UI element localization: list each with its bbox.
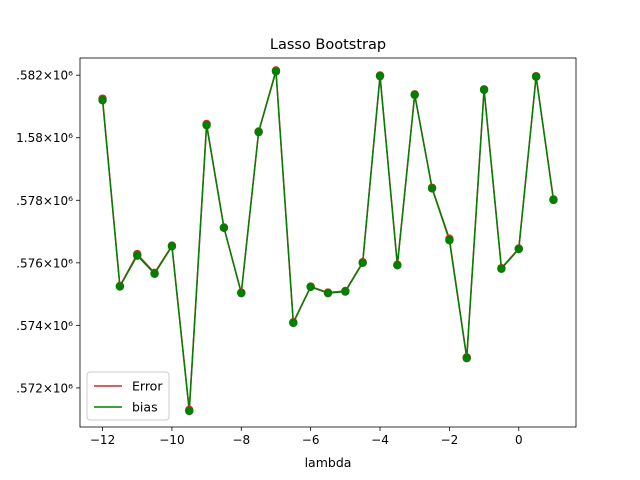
legend: Error bias — [86, 371, 170, 421]
data-point-bias — [289, 318, 298, 328]
data-point-bias — [271, 67, 281, 76]
chart-title: Lasso Bootstrap — [270, 37, 386, 53]
y-tick-label: .576×10⁶ — [16, 256, 73, 270]
x-tick-label: −6 — [302, 433, 320, 447]
x-tick-label: 0 — [515, 433, 523, 447]
legend-label-error: Error — [132, 379, 163, 394]
data-point-bias — [531, 72, 541, 81]
axes-frame — [79, 57, 577, 428]
data-point-bias — [219, 223, 229, 232]
plot-area — [98, 66, 558, 416]
data-point-bias — [497, 264, 506, 273]
data-point-bias — [254, 127, 263, 137]
data-point-bias — [462, 354, 471, 363]
data-point-bias — [479, 85, 489, 95]
y-tick-label: .572×10⁶ — [16, 381, 73, 395]
x-tick-label: −10 — [159, 433, 184, 447]
y-tick-label: .574×10⁶ — [16, 319, 73, 333]
data-point-bias — [133, 251, 142, 260]
data-point-bias — [237, 288, 246, 298]
x-tick-label: −8 — [232, 433, 250, 447]
y-tick-label: 1.58×10⁶ — [16, 131, 73, 145]
data-point-bias — [341, 287, 350, 296]
x-axis-label: lambda — [305, 455, 352, 470]
data-point-bias — [375, 71, 385, 81]
data-point-bias — [358, 258, 367, 268]
data-point-bias — [393, 261, 402, 270]
data-point-bias — [549, 195, 558, 205]
data-point-bias — [167, 242, 177, 251]
x-tick-label: −4 — [371, 433, 389, 447]
y-tick-label: .582×10⁶ — [16, 69, 73, 83]
data-point-bias — [98, 96, 107, 105]
data-point-bias — [410, 90, 419, 100]
axes: −12 −10 −8 −6 −4 −2 0 .572×10⁶ .574×10⁶ .576×10⁶.… — [16, 57, 577, 447]
x-tick-label: −2 — [441, 433, 459, 447]
data-point-bias — [427, 184, 437, 193]
data-point-bias — [185, 406, 194, 416]
data-point-bias — [514, 244, 523, 254]
data-point-bias — [150, 269, 159, 278]
data-point-bias — [115, 282, 125, 291]
y-tick-label: .578×10⁶ — [16, 194, 73, 208]
x-tick-label: −12 — [90, 433, 115, 447]
data-point-bias — [306, 282, 315, 292]
data-point-bias — [445, 236, 454, 245]
data-point-bias — [202, 121, 211, 130]
data-point-bias — [323, 288, 333, 298]
legend-label-bias: bias — [132, 400, 158, 415]
legend-box — [86, 371, 170, 421]
